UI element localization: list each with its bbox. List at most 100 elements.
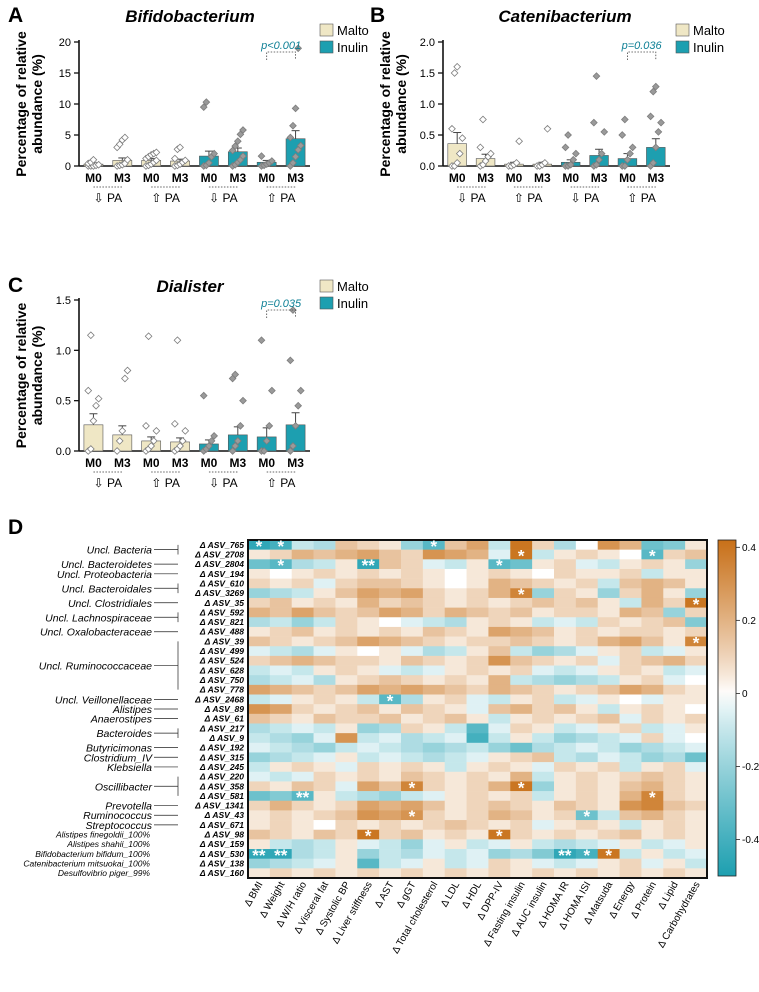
heatmap-cell — [510, 626, 533, 637]
heatmap-cell — [357, 684, 380, 695]
y-axis-label-line-2: abundance (%) — [29, 326, 45, 426]
heatmap-cell — [248, 617, 271, 628]
heatmap-cell — [685, 742, 708, 753]
heatmap-cell — [575, 762, 599, 773]
heatmap-cell — [663, 820, 686, 831]
y-axis-label-line-1: Percentage of relative — [377, 31, 393, 177]
heatmap-cell — [685, 781, 708, 792]
heatmap-cell — [685, 820, 708, 831]
heatmap-cell — [532, 636, 555, 647]
heatmap-cell — [422, 694, 446, 705]
heatmap-cell — [641, 868, 664, 879]
data-point — [113, 447, 121, 455]
row-label: Δ ASV_315 — [199, 752, 244, 762]
heatmap-cell — [466, 568, 489, 579]
significance-star: ** — [252, 846, 266, 865]
heatmap-cell — [269, 540, 293, 550]
heatmap-cell — [422, 626, 446, 637]
panel-letter: C — [8, 274, 23, 297]
heatmap-cell — [401, 762, 424, 773]
heatmap-cell — [357, 820, 380, 831]
heatmap-cell — [663, 781, 686, 792]
heatmap-cell — [532, 704, 555, 715]
data-point — [233, 437, 242, 445]
heatmap-cell — [532, 839, 555, 850]
heatmap-cell — [422, 684, 446, 695]
heatmap-cell — [291, 655, 314, 666]
heatmap-cell — [510, 762, 533, 773]
y-tick-label: 1.5 — [56, 295, 71, 307]
heatmap-cell — [357, 559, 380, 570]
heatmap-cell — [510, 723, 533, 734]
row-label: Δ ASV_2804 — [194, 559, 244, 569]
column-label: Δ BMI — [243, 880, 266, 909]
heatmap-cell — [488, 713, 511, 724]
heatmap-cell — [663, 829, 686, 840]
heatmap-cell — [532, 858, 555, 869]
heatmap-cell — [291, 607, 314, 618]
heatmap-cell — [532, 868, 555, 879]
heatmap-cell — [401, 820, 424, 831]
y-tick-label: 1.0 — [420, 99, 435, 111]
heatmap-cell — [575, 636, 599, 647]
heatmap-cell — [488, 868, 511, 879]
taxon-label: Klebsiella — [107, 762, 152, 774]
heatmap-cell — [422, 655, 446, 666]
heatmap-cell — [619, 549, 642, 560]
heatmap-cell — [597, 626, 620, 637]
significance-star: * — [518, 546, 525, 565]
heatmap-cell — [248, 829, 271, 840]
heatmap-cell — [663, 713, 686, 724]
heatmap-cell — [597, 858, 620, 869]
legend-label-malto: Malto — [693, 23, 725, 38]
heatmap-cell — [554, 568, 577, 579]
taxon-label: Anaerostipes — [90, 714, 153, 726]
heatmap-cell — [685, 617, 708, 628]
heatmap-cell — [313, 597, 336, 608]
heatmap-cell — [401, 800, 424, 811]
data-point — [286, 356, 295, 365]
heatmap-cell — [291, 800, 314, 811]
row-label: Δ ASV_9 — [208, 733, 244, 743]
heatmap-cell — [379, 578, 402, 589]
heatmap-cell — [313, 636, 336, 647]
y-tick-label: 5 — [65, 130, 71, 142]
legend-swatch-inulin — [319, 296, 334, 310]
heatmap-cell — [619, 839, 642, 850]
heatmap-cell — [488, 733, 511, 744]
row-label: Δ ASV_192 — [199, 743, 244, 753]
heatmap-cell — [313, 559, 336, 570]
heatmap-cell — [357, 694, 380, 705]
data-point — [561, 143, 570, 152]
x-tick-label: M3 — [114, 456, 131, 470]
group-label: ⇧ PA — [627, 191, 656, 205]
x-tick-label: M3 — [229, 456, 246, 470]
heatmap-cell — [575, 549, 599, 560]
heatmap-cell — [641, 723, 664, 734]
heatmap-cell — [269, 810, 293, 821]
heatmap-cell — [685, 559, 708, 570]
heatmap-cell — [335, 568, 358, 579]
p-value: p=0.035 — [260, 298, 302, 310]
heatmap-cell — [466, 559, 489, 570]
data-point — [152, 156, 161, 165]
heatmap-cell — [379, 781, 402, 792]
data-point — [149, 437, 158, 445]
heatmap-cell — [510, 675, 533, 686]
heatmap-cell — [291, 646, 314, 657]
heatmap-cell — [313, 791, 336, 802]
heatmap-cell — [554, 655, 577, 666]
heatmap-cell — [422, 597, 446, 608]
heatmap-cell — [466, 868, 489, 879]
heatmap-cell — [379, 665, 402, 676]
heatmap-cell — [663, 742, 686, 753]
heatmap-cell — [641, 655, 664, 666]
heatmap-cell — [488, 704, 511, 715]
heatmap-cell — [554, 781, 577, 792]
heatmap-cell — [532, 733, 555, 744]
heatmap-cell — [554, 559, 577, 570]
heatmap-cell — [663, 868, 686, 879]
data-point — [515, 137, 524, 146]
heatmap-cell — [248, 607, 271, 618]
heatmap-cell — [291, 858, 314, 869]
